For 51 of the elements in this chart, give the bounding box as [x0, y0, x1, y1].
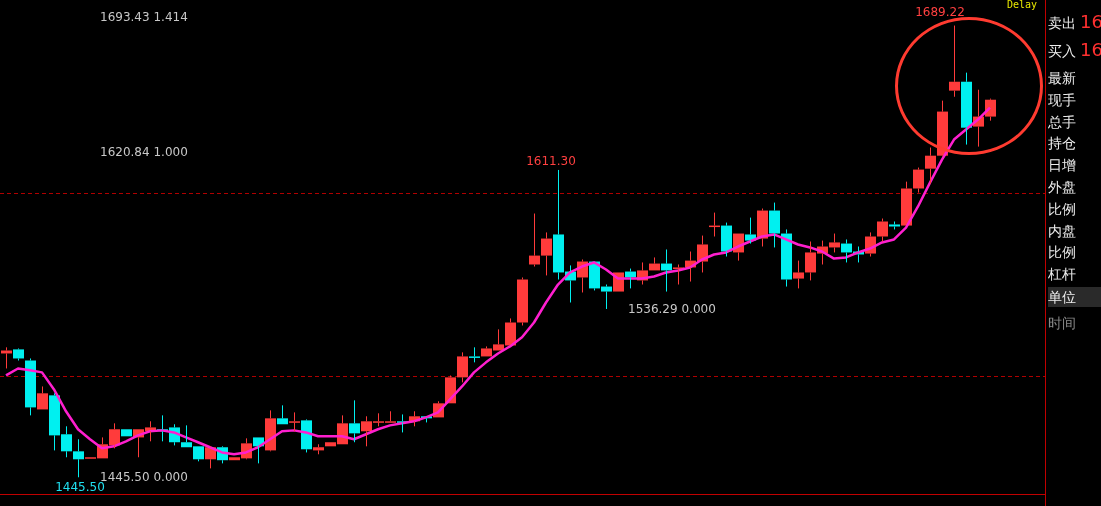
annotation: 1445.50 — [55, 480, 105, 495]
candlestick — [37, 385, 48, 410]
candlestick — [457, 351, 468, 383]
text: 比例 — [1048, 199, 1077, 219]
candlestick — [769, 202, 780, 248]
text: Delay — [1006, 0, 1037, 10]
text: 比例 — [1048, 243, 1077, 263]
candlestick — [757, 208, 768, 248]
annotation: 1611.30 — [526, 154, 576, 169]
candlestick — [517, 276, 528, 326]
candlestick — [313, 443, 324, 455]
candlestick — [829, 233, 840, 253]
text: 外盘 — [1048, 178, 1077, 197]
candlestick — [961, 72, 972, 146]
text: 现手 — [1048, 90, 1077, 110]
candlestick — [925, 147, 936, 185]
candlestick — [673, 263, 684, 286]
candlestick — [949, 25, 960, 98]
candlestick — [913, 167, 924, 194]
candlestick — [841, 238, 852, 263]
candlestick — [529, 213, 540, 268]
candlestick — [265, 409, 276, 451]
text: 杠杆 — [1048, 265, 1077, 285]
text: 卖出 16 — [1048, 11, 1101, 32]
text: 时间 — [1048, 314, 1077, 333]
text: 持仓 — [1048, 134, 1077, 154]
text: 总手 — [1048, 112, 1077, 132]
text: 单位 — [1048, 287, 1101, 307]
candlestick — [721, 222, 732, 258]
candlestick — [25, 357, 36, 416]
candlestick — [301, 420, 312, 453]
candlestick — [553, 169, 564, 281]
annotation: 1693.43 1.414 — [100, 10, 188, 25]
candlestick — [277, 404, 288, 425]
candlestick — [1, 346, 12, 369]
candlestick — [289, 411, 300, 432]
text: 内盘 — [1048, 221, 1077, 241]
candlestick — [469, 346, 480, 363]
candlestick — [541, 231, 552, 276]
annotation: 1620.84 1.000 — [100, 145, 188, 160]
annotation: 1689.22 — [915, 5, 965, 20]
candlestick — [13, 349, 24, 361]
text: 买入 16 — [1048, 39, 1101, 60]
candlestick — [793, 260, 804, 289]
text: 最新 — [1048, 69, 1077, 88]
candlestick — [781, 228, 792, 288]
text: 日增 — [1048, 156, 1077, 176]
annotation: 1536.29 0.000 — [628, 302, 716, 317]
candlestick — [889, 220, 900, 230]
candlestick — [73, 438, 84, 478]
candlestick — [349, 399, 360, 443]
